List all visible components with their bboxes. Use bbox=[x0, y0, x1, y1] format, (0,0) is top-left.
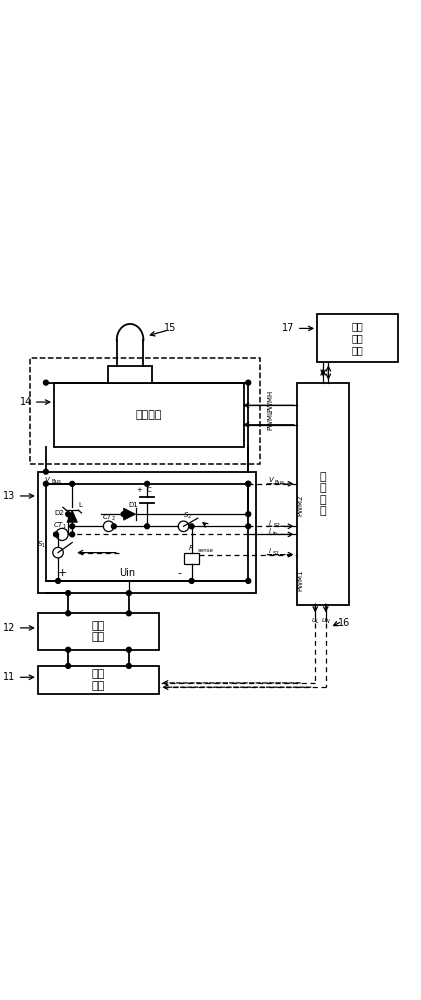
Text: 12: 12 bbox=[3, 623, 16, 633]
Bar bbox=[38, 472, 256, 593]
Text: D1: D1 bbox=[128, 502, 138, 508]
Text: C: C bbox=[147, 487, 152, 493]
Circle shape bbox=[66, 611, 71, 616]
Text: in: in bbox=[272, 531, 277, 536]
Circle shape bbox=[43, 481, 48, 486]
Text: L: L bbox=[78, 502, 82, 508]
Bar bbox=[297, 383, 349, 605]
Text: D2: D2 bbox=[54, 510, 64, 516]
Circle shape bbox=[246, 524, 250, 529]
Circle shape bbox=[126, 591, 131, 596]
Circle shape bbox=[246, 512, 250, 517]
Text: PWM1: PWM1 bbox=[297, 569, 303, 591]
Text: S1: S1 bbox=[272, 551, 280, 556]
Bar bbox=[184, 553, 199, 564]
Circle shape bbox=[189, 524, 194, 529]
Text: $CT_1$: $CT_1$ bbox=[53, 521, 67, 531]
Circle shape bbox=[145, 481, 149, 486]
Circle shape bbox=[53, 532, 59, 537]
Text: -: - bbox=[177, 568, 181, 578]
Circle shape bbox=[145, 524, 149, 529]
Circle shape bbox=[66, 591, 71, 596]
Text: sense: sense bbox=[198, 548, 214, 553]
Circle shape bbox=[246, 579, 250, 583]
Circle shape bbox=[70, 532, 75, 537]
Text: $S_2$: $S_2$ bbox=[183, 511, 192, 521]
Text: 控
制
芯
片: 控 制 芯 片 bbox=[320, 472, 326, 516]
Circle shape bbox=[126, 663, 131, 668]
Text: $S_1$: $S_1$ bbox=[37, 539, 46, 550]
Circle shape bbox=[43, 469, 48, 474]
Circle shape bbox=[43, 380, 48, 385]
Text: +: + bbox=[136, 487, 142, 493]
Text: S2: S2 bbox=[273, 523, 280, 528]
Text: 13: 13 bbox=[3, 491, 16, 501]
Bar bbox=[30, 358, 261, 464]
Circle shape bbox=[121, 512, 126, 517]
Text: Uin: Uin bbox=[119, 568, 135, 578]
Bar bbox=[38, 613, 159, 650]
Text: $i$: $i$ bbox=[268, 526, 272, 535]
Bar bbox=[38, 666, 159, 694]
Circle shape bbox=[70, 481, 75, 486]
Circle shape bbox=[70, 524, 75, 529]
Circle shape bbox=[66, 663, 71, 668]
Circle shape bbox=[246, 481, 250, 486]
Circle shape bbox=[66, 512, 71, 517]
Text: 输入
电路: 输入 电路 bbox=[92, 669, 105, 691]
Bar bbox=[108, 366, 152, 383]
Text: $u_L$: $u_L$ bbox=[311, 617, 320, 626]
Text: PWMH: PWMH bbox=[267, 389, 274, 412]
Text: 16: 16 bbox=[338, 618, 350, 628]
Circle shape bbox=[112, 524, 116, 529]
Text: 外部
通讯
电路: 外部 通讯 电路 bbox=[352, 322, 363, 355]
Bar bbox=[54, 383, 244, 447]
Polygon shape bbox=[67, 510, 77, 522]
Circle shape bbox=[189, 579, 194, 583]
Text: $V$: $V$ bbox=[44, 475, 51, 484]
Text: 逆变电路: 逆变电路 bbox=[136, 410, 163, 420]
Circle shape bbox=[246, 380, 250, 385]
Text: Bus: Bus bbox=[52, 479, 62, 484]
Text: +: + bbox=[57, 568, 67, 578]
Text: $V$: $V$ bbox=[269, 475, 276, 484]
Text: Bus: Bus bbox=[274, 480, 285, 485]
Text: $i$: $i$ bbox=[268, 546, 272, 555]
Text: PWML: PWML bbox=[267, 409, 274, 430]
Text: 14: 14 bbox=[19, 397, 32, 407]
Text: 11: 11 bbox=[3, 672, 16, 682]
Circle shape bbox=[126, 611, 131, 616]
Text: 整流
电路: 整流 电路 bbox=[92, 621, 105, 642]
Circle shape bbox=[246, 481, 250, 486]
Circle shape bbox=[56, 579, 61, 583]
Text: $CT_2$: $CT_2$ bbox=[102, 513, 115, 523]
Bar bbox=[317, 314, 398, 362]
Text: $R$: $R$ bbox=[189, 543, 195, 552]
Text: PWM2: PWM2 bbox=[297, 494, 303, 516]
Text: $u_N$: $u_N$ bbox=[321, 617, 331, 626]
Polygon shape bbox=[124, 508, 136, 520]
Text: 17: 17 bbox=[282, 323, 295, 333]
Circle shape bbox=[66, 647, 71, 652]
Text: 15: 15 bbox=[164, 323, 177, 333]
Circle shape bbox=[126, 647, 131, 652]
Text: $i$: $i$ bbox=[268, 518, 272, 527]
